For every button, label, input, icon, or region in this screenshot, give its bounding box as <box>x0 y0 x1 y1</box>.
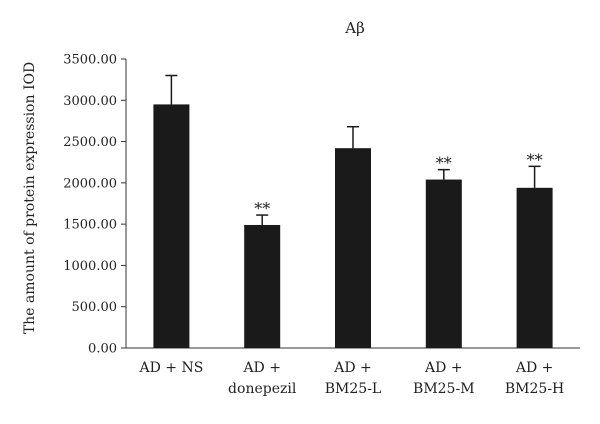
bar <box>335 148 371 348</box>
x-category-label: AD + <box>424 360 463 376</box>
axes: 0.00 500.00 1000.00 1500.00 2000.00 2500.00 30… <box>63 53 580 357</box>
bar <box>153 104 190 349</box>
y-axis-label: The amount of protein expression IOD <box>22 62 38 334</box>
y-tick-label: 1000.00 <box>63 259 117 274</box>
bar <box>425 179 462 348</box>
significance-marker: ** <box>436 154 452 173</box>
x-category-label: AD + NS <box>138 360 203 376</box>
y-tick-label: 500.00 <box>72 300 118 315</box>
x-category-label: AD + <box>333 360 372 376</box>
significance-marker: ** <box>527 150 543 169</box>
significance-marker: ** <box>254 199 270 218</box>
chart-title: Aβ <box>344 19 365 37</box>
bar <box>516 187 553 348</box>
x-category-label: BM25-L <box>325 381 381 397</box>
category-labels: AD + NS AD + donepezil AD + BM25-L AD + BM25-M… <box>138 360 564 397</box>
y-tick-label: 3500.00 <box>63 53 117 68</box>
x-category-label: AD + <box>242 360 281 376</box>
x-category-label: donepezil <box>228 381 297 397</box>
x-category-label: AD + <box>515 360 554 376</box>
y-tick-label: 3000.00 <box>63 94 117 109</box>
y-tick-label: 0.00 <box>88 342 117 357</box>
bars: ** ** ** <box>153 74 553 349</box>
x-category-label: BM25-H <box>505 381 564 397</box>
y-tick-label: 1500.00 <box>63 218 117 233</box>
x-category-label: BM25-M <box>413 381 475 397</box>
y-tick-label: 2500.00 <box>63 135 117 150</box>
y-tick-label: 2000.00 <box>63 176 117 191</box>
bar <box>244 224 281 348</box>
